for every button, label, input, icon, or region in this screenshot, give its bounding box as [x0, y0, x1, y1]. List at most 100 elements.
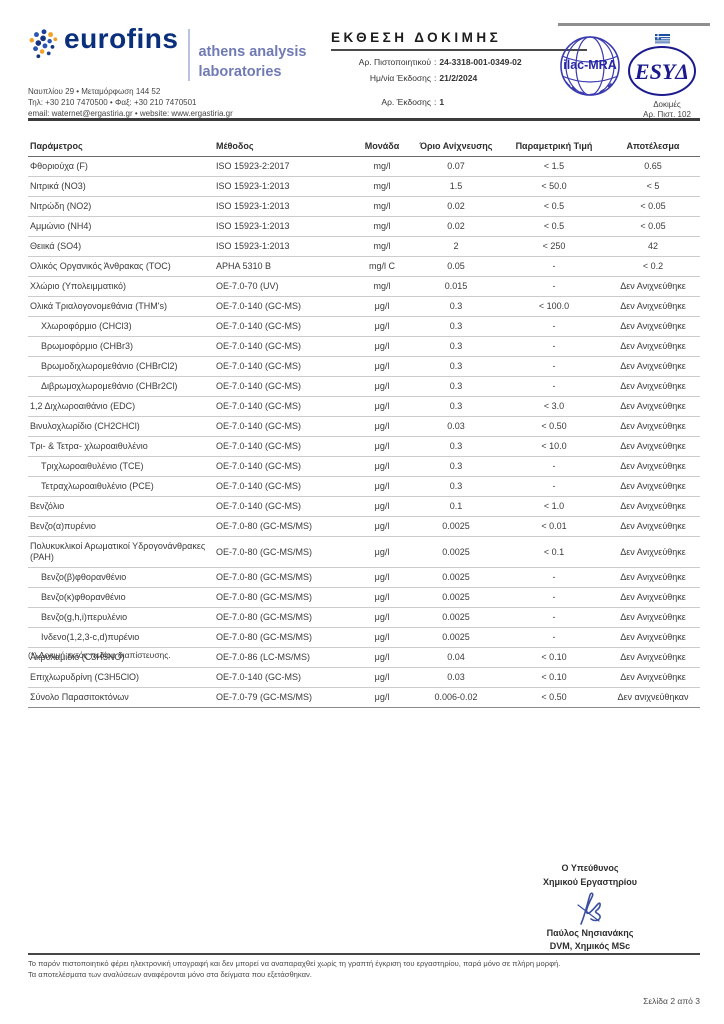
method-cell: OE-7.0-140 (GC-MS) [214, 356, 354, 378]
parameter-cell: Νιτρικά (NO3) [28, 176, 214, 198]
result-cell: Δεν Ανιχνεύθηκε [606, 296, 700, 318]
parameter-cell: Βενζο(β)φθορανθένιο [28, 567, 214, 588]
accreditation-text: Δοκιμές Αρ. Πιστ. 102 [624, 100, 710, 121]
detection-limit-cell: 0.0025 [410, 536, 502, 568]
parameter-cell: Χλωροφόρμιο (CHCl3) [28, 316, 214, 338]
accreditation-block: ilac-MRA ΕSYΔ Δοκι [558, 23, 710, 121]
lab-name-line1: athens analysis [198, 44, 307, 60]
detection-limit-cell: 0.03 [410, 667, 502, 688]
parametric-value-cell: - [502, 336, 606, 358]
result-cell: Δεν Ανιχνεύθηκε [606, 396, 700, 418]
table-row: Βρωμοδιχλωρομεθάνιο (CHBrCl2) OE-7.0-140 … [28, 356, 700, 378]
report-header: ΕΚΘΕΣΗ ΔΟΚΙΜΗΣ Αρ. Πιστοποιητικού : 24-3… [331, 30, 593, 107]
method-cell: OE-7.0-86 (LC-MS/MS) [214, 647, 354, 668]
unit-cell: μg/l [354, 456, 410, 478]
method-cell: OE-7.0-70 (UV) [214, 276, 354, 298]
method-cell: OE-7.0-80 (GC-MS/MS) [214, 607, 354, 628]
method-cell: OE-7.0-140 (GC-MS) [214, 496, 354, 518]
unit-cell: μg/l [354, 587, 410, 608]
unit-cell: μg/l [354, 567, 410, 588]
address-email: email: waternet@ergastiria.gr • website:… [28, 108, 233, 118]
address-street: Ναυπλίου 29 • Μεταμόρφωση 144 52 [28, 87, 161, 96]
table-row: Χλωροφόρμιο (CHCl3) OE-7.0-140 (GC-MS) μg/… [28, 316, 700, 338]
parameter-cell: Διβρωμοχλωρομεθάνιο (CHBr2Cl) [28, 376, 214, 398]
parametric-value-cell: - [502, 256, 606, 278]
table-row: Βενζόλιο OE-7.0-140 (GC-MS) μg/l 0.1 < 1.0 Δε… [28, 496, 700, 518]
accreditation-scope: Δοκιμές [653, 100, 681, 109]
unit-cell: μg/l [354, 356, 410, 378]
parameter-cell: Βενζόλιο [28, 496, 214, 518]
parametric-value-cell: < 0.50 [502, 687, 606, 708]
parameter-cell: Τριχλωροαιθυλένιο (TCE) [28, 456, 214, 478]
table-row: Τριχλωροαιθυλένιο (TCE) OE-7.0-140 (GC-MS… [28, 456, 700, 478]
parameter-cell: Αμμώνιο (NH4) [28, 216, 214, 238]
method-cell: OE-7.0-140 (GC-MS) [214, 416, 354, 438]
parameter-cell: Βρωμοδιχλωρομεθάνιο (CHBrCl2) [28, 356, 214, 378]
method-cell: OE-7.0-80 (GC-MS/MS) [214, 516, 354, 538]
unit-cell: mg/l [354, 276, 410, 298]
method-cell: OE-7.0-80 (GC-MS/MS) [214, 567, 354, 588]
col-unit: Μονάδα [354, 137, 410, 158]
parametric-value-cell: < 0.1 [502, 536, 606, 568]
accreditation-note: (*) Δοκιμή εκτός πεδίου διαπίστευσης. [28, 650, 171, 660]
table-row: Ινδενο(1,2,3-c,d)πυρένιο OE-7.0-80 (GC-MS… [28, 627, 700, 648]
lab-address: Ναυπλίου 29 • Μεταμόρφωση 144 52 Τηλ: +3… [28, 87, 233, 119]
parametric-value-cell: < 1.0 [502, 496, 606, 518]
detection-limit-cell: 0.3 [410, 316, 502, 338]
signatory-role-line2: Χημικού Εργαστηρίου [542, 876, 638, 887]
parametric-value-cell: - [502, 587, 606, 608]
unit-cell: μg/l [354, 536, 410, 568]
detection-limit-cell: 0.006-0.02 [410, 687, 502, 708]
result-cell: < 0.2 [606, 256, 700, 278]
parametric-value-cell: - [502, 567, 606, 588]
detection-limit-cell: 0.0025 [410, 567, 502, 588]
method-cell: ISO 15923-1:2013 [214, 216, 354, 238]
version-row: Αρ. Έκδοσης : 1 [331, 97, 593, 107]
method-cell: OE-7.0-140 (GC-MS) [214, 396, 354, 418]
detection-limit-cell: 0.3 [410, 476, 502, 498]
result-cell: Δεν Ανιχνεύθηκε [606, 587, 700, 608]
result-cell: Δεν Ανιχνεύθηκε [606, 336, 700, 358]
parametric-value-cell: < 3.0 [502, 396, 606, 418]
result-cell: Δεν Ανιχνεύθηκε [606, 416, 700, 438]
parameter-cell: Βενζο(α)πυρένιο [28, 516, 214, 538]
parameter-cell: Τρι- & Τετρα- χλωροαιθυλένιο [28, 436, 214, 458]
detection-limit-cell: 0.015 [410, 276, 502, 298]
parameter-cell: Βενζο(g,h,i)περυλένιο [28, 607, 214, 628]
parametric-value-cell: - [502, 316, 606, 338]
result-cell: Δεν Ανιχνεύθηκε [606, 496, 700, 518]
title-rule [331, 49, 587, 51]
parameter-cell: Φθοριούχα (F) [28, 156, 214, 178]
table-row: Ολικός Οργανικός Άνθρακας (TOC) APHA 5310… [28, 256, 700, 278]
parameter-cell: 1,2 Διχλωροαιθάνιο (EDC) [28, 396, 214, 418]
detection-limit-cell: 0.0025 [410, 627, 502, 648]
table-row: Αμμώνιο (NH4) ISO 15923-1:2013 mg/l 0.02 < 0… [28, 216, 700, 238]
unit-cell: mg/l [354, 156, 410, 178]
parametric-value-cell: - [502, 376, 606, 398]
page-title: ΕΚΘΕΣΗ ΔΟΚΙΜΗΣ [331, 30, 502, 45]
method-cell: APHA 5310 B [214, 256, 354, 278]
method-cell: OE-7.0-80 (GC-MS/MS) [214, 627, 354, 648]
signatory-name: Παύλος Νησιανάκης [546, 927, 634, 938]
method-cell: ISO 15923-1:2013 [214, 176, 354, 198]
parameter-cell: Χλώριο (Υπολειμματικό) [28, 276, 214, 298]
unit-cell: μg/l [354, 436, 410, 458]
unit-cell: μg/l [354, 396, 410, 418]
parameter-cell: Τετραχλωροαιθυλένιο (PCE) [28, 476, 214, 498]
signature-icon [577, 892, 601, 925]
accreditation-topline [558, 23, 710, 26]
result-cell: < 5 [606, 176, 700, 198]
results-table-body: Φθοριούχα (F) ISO 15923-2:2017 mg/l 0.07 < 1… [28, 156, 700, 708]
detection-limit-cell: 0.07 [410, 156, 502, 178]
version-label: Αρ. Έκδοσης [381, 97, 431, 107]
detection-limit-cell: 0.3 [410, 336, 502, 358]
detection-limit-cell: 1.5 [410, 176, 502, 198]
result-cell: Δεν Ανιχνεύθηκε [606, 476, 700, 498]
unit-cell: mg/l [354, 216, 410, 238]
table-row: Φθοριούχα (F) ISO 15923-2:2017 mg/l 0.07 < 1… [28, 156, 700, 178]
result-cell: Δεν Ανιχνεύθηκε [606, 536, 700, 568]
unit-cell: μg/l [354, 627, 410, 648]
brand-block: eurofins athens analysis laboratories [28, 25, 306, 82]
result-cell: Δεν Ανιχνεύθηκε [606, 316, 700, 338]
method-cell: OE-7.0-79 (GC-MS/MS) [214, 687, 354, 708]
